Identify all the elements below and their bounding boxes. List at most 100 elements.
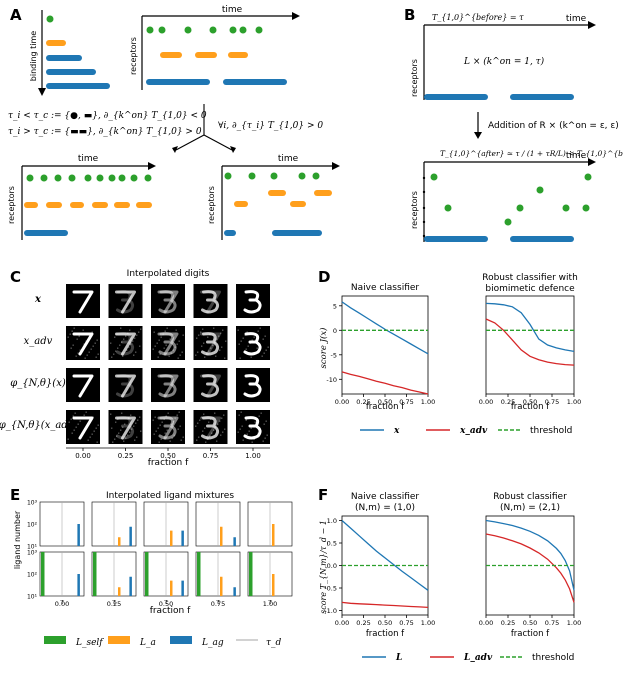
y-tick-label: -0.5 <box>324 585 337 593</box>
y-tick-label: 0.5 <box>327 540 337 548</box>
binding-time-arrow <box>38 88 46 96</box>
orange-bar <box>228 52 248 58</box>
ligand-histogram <box>247 501 293 547</box>
x-tick-label: 0.25 <box>118 452 134 460</box>
x-tick-label: 0.00 <box>75 452 91 460</box>
x-tick-label: 0.25 <box>501 619 515 627</box>
tau-label: τ <box>60 598 64 606</box>
x-tick-label: 1.00 <box>421 398 435 406</box>
e-x-ticks: 0.00 0.25 0.50 0.75 1.00 <box>55 600 277 608</box>
panel-label-f: F <box>318 486 328 504</box>
d-legend: x x_adv threshold <box>360 426 572 436</box>
f-left-title-line1: Naive classifier <box>351 492 420 502</box>
panel-label-a: A <box>10 6 22 24</box>
ligand-histogram: τ <box>247 551 293 606</box>
series-line-L <box>485 519 575 591</box>
f-left-plot: 0.00 0.25 0.50 0.75 1.00 1.0 0.5 0.0 -0.5 -1.0 <box>324 515 435 627</box>
x-tick-label: 0.25 <box>356 398 370 406</box>
d-legend-threshold: threshold <box>530 426 572 436</box>
legend-tau-d: τ_d <box>266 638 281 648</box>
tau-label: τ <box>216 598 220 606</box>
panel-c-xlabel: fraction f <box>148 458 189 468</box>
series-line-L-adv <box>485 533 575 603</box>
row-label-phi-x: φ_{N,θ}(x) <box>10 378 66 389</box>
y-tick-label: 10¹ <box>27 544 38 551</box>
panel-d: D Naive classifier Robust classifier wit… <box>318 268 581 436</box>
bar-l-a <box>272 574 275 596</box>
tau-label: τ <box>112 598 116 606</box>
row-label-x-adv: x_adv <box>24 336 53 347</box>
x-tick-label: 0.75 <box>545 398 559 406</box>
f-right-xlabel: fraction f <box>511 629 550 639</box>
blue-ligand-bar-long <box>46 83 110 89</box>
d-left-title: Naive classifier <box>351 283 420 293</box>
digit-image <box>193 410 228 444</box>
series-line-x-adv <box>485 318 575 366</box>
y-tick-label: 10² <box>27 522 38 529</box>
d-right-title-line1: Robust classifier with <box>482 273 578 283</box>
bar-l-ag <box>181 580 184 596</box>
x-tick-label: 0.25 <box>356 619 370 627</box>
bar-l-a <box>220 576 223 596</box>
panel-c-title: Interpolated digits <box>127 269 210 279</box>
t-before-eq: T_{1,0}^{before} = τ <box>432 13 524 22</box>
bar-l-ag <box>129 526 132 546</box>
binding-time-label: binding time <box>29 31 38 82</box>
x-tick-label: 0.50 <box>523 619 537 627</box>
receptors-label: receptors <box>7 186 16 224</box>
y-tick-label: -5 <box>331 351 337 359</box>
d-left-xlabel: fraction f <box>366 402 405 412</box>
y-tick-label: 5 <box>333 302 337 310</box>
y-tick-label: 10³ <box>27 500 38 507</box>
digit-grid <box>66 284 270 444</box>
series-line-x-adv <box>341 371 429 395</box>
digit-image <box>236 284 270 318</box>
bar-l-self <box>249 552 253 596</box>
legend-l-ag: L_ag <box>201 638 224 648</box>
x-tick-label: 0.50 <box>160 452 176 460</box>
bar-l-ag <box>77 574 80 596</box>
eq-all-ligands: ∀i, ∂_{τ_i} T_{1,0} > 0 <box>218 121 323 131</box>
digit-image <box>108 368 143 402</box>
d-right-title-line2: biomimetic defence <box>485 284 575 294</box>
digit-image <box>108 284 143 318</box>
x-tick-label: 1.00 <box>567 398 581 406</box>
f-right-title-line1: Robust classifier <box>493 492 567 502</box>
digit-image <box>66 326 100 360</box>
panel-label-d: D <box>318 268 330 286</box>
bar-l-a <box>118 537 121 546</box>
x-tick-label: 0.75 <box>203 452 219 460</box>
time-arrow <box>292 12 300 20</box>
x-tick-label: 0.00 <box>335 619 349 627</box>
ligand-histogram: τ <box>39 551 85 606</box>
receptor-plot-mixed: time receptors <box>129 5 300 90</box>
green-dot <box>239 26 247 34</box>
d-legend-x-adv: x_adv <box>459 426 488 436</box>
bar-l-a <box>220 526 223 546</box>
series-line-L <box>341 520 429 591</box>
panel-b: B T_{1,0}^{before} = τ time receptors L … <box>404 6 623 242</box>
time-label: time <box>566 151 587 161</box>
x-tick-label: 0.75 <box>399 398 413 406</box>
digit-image <box>236 410 270 444</box>
ligand-histogram: τ <box>143 551 189 606</box>
d-left-plot: 0.00 0.25 0.50 0.75 1.00 5 0 -5 -10 <box>326 295 435 406</box>
time-label: time <box>78 154 99 164</box>
f-right-title-line2: (N,m) = (2,1) <box>500 503 560 513</box>
e-xlabel: fraction f <box>150 606 191 616</box>
t-after-eq: T_{1,0}^{after} ≃ τ / (1 + τR/L) < T_{1,… <box>440 149 623 158</box>
y-tick-label: 1.0 <box>327 517 337 525</box>
f-legend-l-adv: L_adv <box>463 653 493 663</box>
y-tick-label: -10 <box>326 376 337 384</box>
bar-l-self <box>197 552 201 596</box>
fork-arrows <box>175 104 233 151</box>
x-tick-label: 1.00 <box>567 619 581 627</box>
receptors-label: receptors <box>410 59 419 97</box>
f-left-xlabel: fraction f <box>366 629 405 639</box>
e-ylabel: ligand number <box>13 510 22 569</box>
x-tick-label: 1.00 <box>245 452 261 460</box>
green-dot <box>146 26 154 34</box>
ligand-eq: L × (k^on = 1, τ) <box>463 56 545 67</box>
bar-l-a <box>170 530 173 546</box>
tau-label: τ <box>268 598 272 606</box>
